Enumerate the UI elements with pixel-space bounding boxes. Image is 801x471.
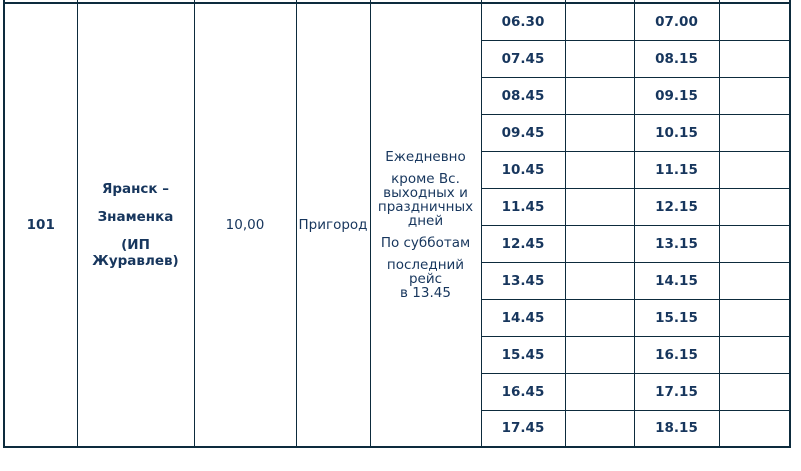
spacer-cell: [564, 113, 635, 152]
departure-time-cell: 08.45: [480, 76, 566, 115]
route-type-cell: Пригород: [295, 2, 371, 448]
timetable-row: 10.45 11.15: [4, 150, 791, 189]
arrival-time-cell: 14.15: [633, 261, 720, 300]
arrival-time-cell: 15.15: [633, 298, 720, 337]
note-line: кроме Вс.: [391, 171, 460, 187]
trailing-empty-cell: [718, 261, 791, 300]
route-name-line: Яранск –: [101, 181, 170, 197]
trailing-empty-cell: [718, 2, 791, 41]
trailing-empty-cell: [718, 335, 791, 374]
arrival-time-cell: 07.00: [633, 2, 720, 41]
departure-time-cell: 16.45: [480, 372, 566, 411]
departure-time-cell: 07.45: [480, 39, 566, 78]
trailing-empty-cell: [718, 298, 791, 337]
trailing-empty-cell: [718, 76, 791, 115]
arrival-time-cell: 11.15: [633, 150, 720, 189]
timetable-row: 11.45 12.15: [4, 187, 791, 226]
departure-time-cell: 14.45: [480, 298, 566, 337]
timetable-row: 101 Яранск – Знаменка (ИП Журавлев) 10,0…: [3, 2, 791, 448]
note-line: последний рейс: [386, 257, 465, 287]
spacer-cell: [564, 409, 635, 448]
schedule-note-cell: Ежедневно кроме Вс. выходных и праздничн…: [369, 2, 482, 448]
note-paragraph: кроме Вс. выходных и праздничных дней: [371, 171, 480, 229]
arrival-time-cell: 18.15: [633, 409, 720, 448]
clipped-previous-row: [3, 0, 791, 4]
timetable-row: 14.45 15.15: [4, 298, 791, 337]
arrival-time-cell: 08.15: [633, 39, 720, 78]
spacer-cell: [564, 298, 635, 337]
spacer-cell: [564, 261, 635, 300]
route-name-cell: Яранск – Знаменка (ИП Журавлев): [76, 2, 195, 448]
trailing-empty-cell: [718, 372, 791, 411]
departure-time-cell: 12.45: [480, 224, 566, 263]
clipped-row-cell: [718, 0, 791, 4]
note-line: праздничных: [377, 199, 474, 215]
note-line: выходных и: [383, 185, 468, 201]
spacer-cell: [564, 372, 635, 411]
departure-time-cell: 06.30: [480, 2, 566, 41]
spacer-cell: [564, 150, 635, 189]
departure-time-cell: 15.45: [480, 335, 566, 374]
arrival-time-cell: 10.15: [633, 113, 720, 152]
departure-time-cell: 17.45: [480, 409, 566, 448]
trailing-empty-cell: [718, 150, 791, 189]
arrival-time-cell: 13.15: [633, 224, 720, 263]
arrival-time-cell: 09.15: [633, 76, 720, 115]
note-paragraph: Ежедневно: [385, 149, 466, 165]
note-paragraph: последний рейс в 13.45: [371, 257, 480, 301]
spacer-cell: [564, 187, 635, 226]
note-paragraph: По субботам: [380, 235, 471, 251]
spacer-cell: [564, 335, 635, 374]
departure-time-cell: 10.45: [480, 150, 566, 189]
trailing-empty-cell: [718, 409, 791, 448]
spacer-cell: [564, 76, 635, 115]
route-name-line: (ИП Журавлев): [92, 237, 179, 269]
departure-time-cell: 11.45: [480, 187, 566, 226]
note-line: дней: [407, 213, 444, 229]
trailing-empty-cell: [718, 113, 791, 152]
timetable-row: 17.45 18.15: [4, 409, 791, 448]
arrival-time-cell: 16.15: [633, 335, 720, 374]
spacer-cell: [564, 224, 635, 263]
spacer-cell: [564, 2, 635, 41]
note-line: в 13.45: [400, 285, 451, 301]
timetable-row: 15.45 16.15: [4, 335, 791, 374]
timetable-row: 08.45 09.15: [4, 76, 791, 115]
trailing-empty-cell: [718, 39, 791, 78]
arrival-time-cell: 12.15: [633, 187, 720, 226]
timetable-row: 13.45 14.15: [4, 261, 791, 300]
departure-time-cell: 13.45: [480, 261, 566, 300]
route-name-line: Знаменка: [97, 209, 174, 225]
spacer-cell: [564, 39, 635, 78]
trailing-empty-cell: [718, 224, 791, 263]
arrival-time-cell: 17.15: [633, 372, 720, 411]
schedule-table: 101 Яранск – Знаменка (ИП Журавлев) 10,0…: [3, 0, 791, 448]
route-number-cell: 101: [3, 2, 78, 448]
departure-time-cell: 09.45: [480, 113, 566, 152]
timetable-row: 07.45 08.15: [4, 39, 791, 78]
price-cell: 10,00: [193, 2, 297, 448]
trailing-empty-cell: [718, 187, 791, 226]
